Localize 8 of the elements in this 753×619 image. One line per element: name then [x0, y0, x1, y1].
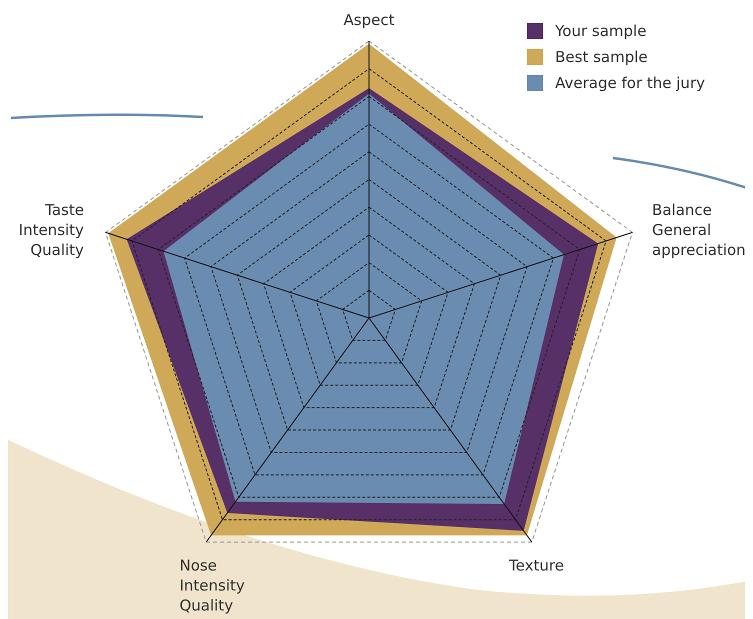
spoke-label: Aspect — [344, 11, 395, 29]
spoke-label: Balance General appreciation — [652, 200, 746, 259]
spoke-label: Nose Intensity Quality — [179, 556, 245, 615]
legend-label: Best sample — [555, 48, 648, 66]
spoke-label: Texture — [508, 556, 564, 575]
legend-label: Your sample — [555, 22, 646, 40]
legend-label: Average for the jury — [555, 74, 705, 92]
spoke-label: Taste Intensity Quality — [18, 200, 84, 259]
